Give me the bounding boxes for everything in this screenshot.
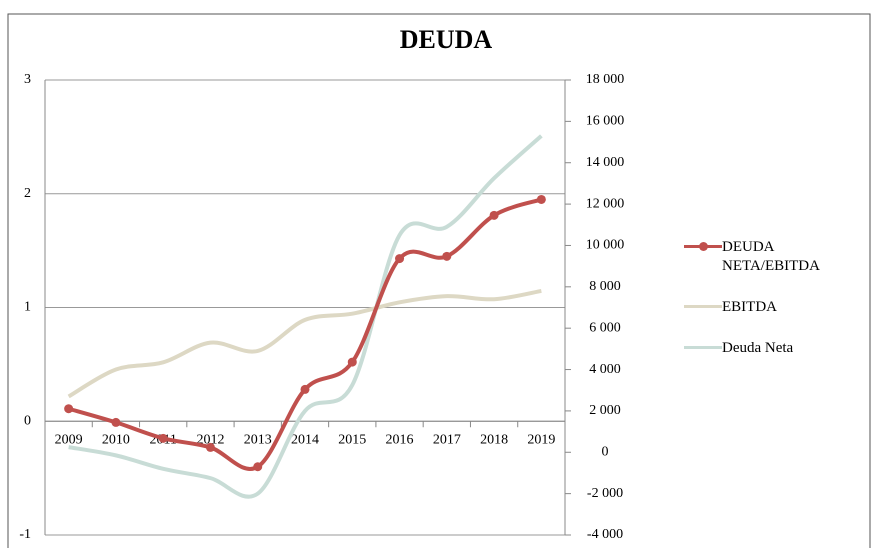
x-tick-label: 2019 (527, 432, 555, 447)
series-line (68, 197, 543, 471)
y2-tick-label: 0 (602, 444, 609, 459)
y-tick-label: 3 (24, 72, 31, 87)
y2-tick-label: 8 000 (589, 279, 621, 294)
series-marker (395, 254, 405, 264)
y-tick-label: 0 (24, 413, 31, 428)
series-marker (489, 210, 499, 220)
legend-item: DEUDA NETA/EBITDA (684, 238, 874, 276)
y2-tick-label: 10 000 (586, 238, 625, 253)
series-marker (442, 251, 452, 261)
x-tick-label: 2009 (55, 432, 83, 447)
legend-label: DEUDA NETA/EBITDA (722, 239, 820, 274)
y2-tick-label: 2 000 (589, 403, 621, 418)
series-line (68, 134, 543, 499)
x-tick-label: 2014 (291, 432, 319, 447)
y2-tick-label: 12 000 (586, 196, 625, 211)
y2-tick-label: -2 000 (587, 486, 623, 501)
series-marker (300, 384, 310, 394)
series-marker (64, 404, 74, 414)
x-tick-label: 2013 (244, 432, 272, 447)
x-tick-label: 2018 (480, 432, 508, 447)
series-marker (205, 442, 215, 452)
chart-title: DEUDA (400, 25, 493, 54)
y-tick-label: 1 (24, 300, 31, 315)
series-marker (253, 462, 263, 472)
y2-tick-label: 18 000 (586, 72, 625, 87)
series-line (67, 288, 542, 399)
chart-frame (7, 13, 871, 548)
series-marker (111, 417, 121, 427)
legend-item: Deuda Neta (684, 339, 874, 358)
x-tick-label: 2015 (338, 432, 366, 447)
y2-tick-label: 4 000 (589, 362, 621, 377)
y2-tick-label: 14 000 (586, 155, 625, 170)
y2-tick-label: -4 000 (587, 527, 623, 542)
legend-item: EBITDA (684, 298, 874, 317)
x-tick-label: 2017 (433, 432, 461, 447)
y2-tick-label: 16 000 (586, 114, 625, 129)
y-tick-label: 2 (24, 186, 31, 201)
x-tick-label: 2010 (102, 432, 130, 447)
legend-label: Deuda Neta (722, 340, 794, 356)
legend-swatch (684, 298, 722, 314)
series-marker (158, 433, 168, 443)
y-tick-label: -1 (19, 527, 31, 542)
legend-swatch (684, 339, 722, 355)
legend: DEUDA NETA/EBITDA EBITDA Deuda Neta (684, 238, 874, 380)
legend-swatch (684, 238, 722, 254)
y2-tick-label: 6 000 (589, 320, 621, 335)
legend-label: EBITDA (722, 299, 777, 315)
series-marker (347, 357, 357, 367)
series-marker (536, 194, 546, 204)
x-tick-label: 2016 (386, 432, 414, 447)
